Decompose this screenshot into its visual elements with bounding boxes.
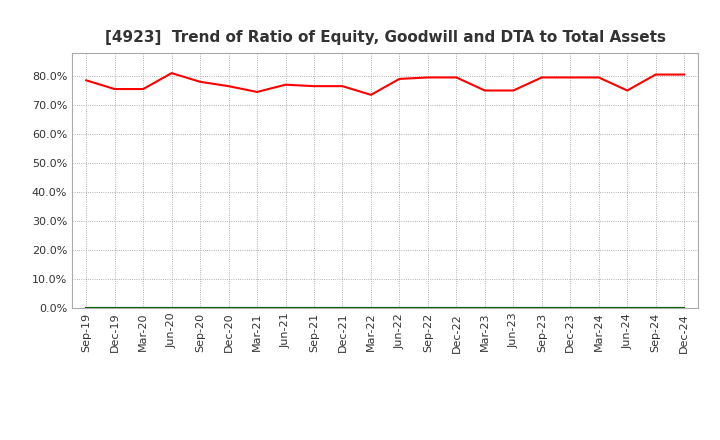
Equity xyxy=(680,72,688,77)
Equity xyxy=(310,84,318,89)
Goodwill xyxy=(480,305,489,311)
Goodwill xyxy=(452,305,461,311)
Deferred Tax Assets xyxy=(196,305,204,311)
Goodwill xyxy=(310,305,318,311)
Equity xyxy=(253,89,261,95)
Deferred Tax Assets xyxy=(82,305,91,311)
Goodwill xyxy=(537,305,546,311)
Legend: Equity, Goodwill, Deferred Tax Assets: Equity, Goodwill, Deferred Tax Assets xyxy=(191,437,580,440)
Deferred Tax Assets xyxy=(282,305,290,311)
Deferred Tax Assets xyxy=(167,305,176,311)
Goodwill xyxy=(595,305,603,311)
Deferred Tax Assets xyxy=(537,305,546,311)
Goodwill xyxy=(566,305,575,311)
Equity xyxy=(566,75,575,80)
Goodwill xyxy=(196,305,204,311)
Equity xyxy=(167,70,176,76)
Equity xyxy=(110,86,119,92)
Deferred Tax Assets xyxy=(452,305,461,311)
Deferred Tax Assets xyxy=(338,305,347,311)
Title: [4923]  Trend of Ratio of Equity, Goodwill and DTA to Total Assets: [4923] Trend of Ratio of Equity, Goodwil… xyxy=(104,29,666,45)
Line: Equity: Equity xyxy=(86,73,684,95)
Equity xyxy=(480,88,489,93)
Equity xyxy=(623,88,631,93)
Goodwill xyxy=(225,305,233,311)
Equity xyxy=(395,76,404,81)
Goodwill xyxy=(652,305,660,311)
Equity xyxy=(652,72,660,77)
Goodwill xyxy=(423,305,432,311)
Goodwill xyxy=(366,305,375,311)
Goodwill xyxy=(338,305,347,311)
Deferred Tax Assets xyxy=(366,305,375,311)
Deferred Tax Assets xyxy=(310,305,318,311)
Deferred Tax Assets xyxy=(110,305,119,311)
Goodwill xyxy=(253,305,261,311)
Goodwill xyxy=(282,305,290,311)
Equity xyxy=(366,92,375,98)
Goodwill xyxy=(110,305,119,311)
Equity xyxy=(537,75,546,80)
Equity xyxy=(139,86,148,92)
Deferred Tax Assets xyxy=(423,305,432,311)
Equity xyxy=(82,78,91,83)
Deferred Tax Assets xyxy=(480,305,489,311)
Deferred Tax Assets xyxy=(680,305,688,311)
Deferred Tax Assets xyxy=(652,305,660,311)
Equity xyxy=(509,88,518,93)
Equity xyxy=(595,75,603,80)
Goodwill xyxy=(395,305,404,311)
Deferred Tax Assets xyxy=(623,305,631,311)
Equity xyxy=(282,82,290,87)
Goodwill xyxy=(623,305,631,311)
Deferred Tax Assets xyxy=(139,305,148,311)
Equity xyxy=(338,84,347,89)
Equity xyxy=(423,75,432,80)
Deferred Tax Assets xyxy=(395,305,404,311)
Equity xyxy=(452,75,461,80)
Goodwill xyxy=(680,305,688,311)
Goodwill xyxy=(167,305,176,311)
Goodwill xyxy=(139,305,148,311)
Deferred Tax Assets xyxy=(225,305,233,311)
Goodwill xyxy=(509,305,518,311)
Deferred Tax Assets xyxy=(566,305,575,311)
Deferred Tax Assets xyxy=(253,305,261,311)
Equity xyxy=(196,79,204,84)
Goodwill xyxy=(82,305,91,311)
Equity xyxy=(225,84,233,89)
Deferred Tax Assets xyxy=(595,305,603,311)
Deferred Tax Assets xyxy=(509,305,518,311)
